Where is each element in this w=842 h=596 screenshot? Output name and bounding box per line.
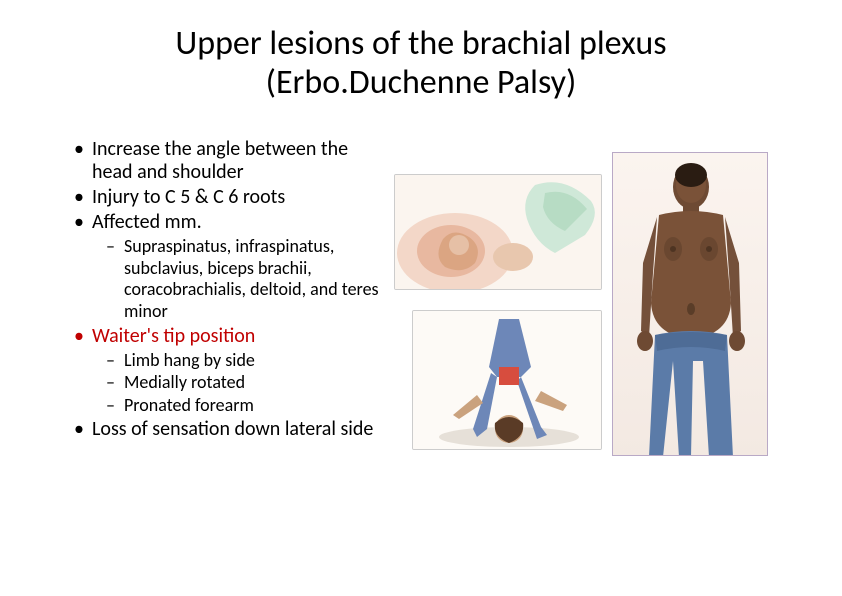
bullet-text: Injury to C 5 & C 6 roots xyxy=(92,185,285,209)
bullet-item: Affected mm. Supraspinatus, infraspinatu… xyxy=(70,211,380,322)
sub-bullet-item: Medially rotated xyxy=(102,372,380,394)
bullet-item-emphasis: Waiter's tip position Limb hang by side … xyxy=(70,325,380,417)
title-line-1: Upper lesions of the brachial plexus xyxy=(175,23,666,64)
sub-bullet-text: Limb hang by side xyxy=(124,349,255,371)
bullet-text: Waiter's tip position xyxy=(92,324,255,348)
sub-bullet-text: Pronated forearm xyxy=(124,394,254,416)
bullet-item: Increase the angle between the head and … xyxy=(70,138,380,184)
sub-bullet-item: Supraspinatus, infraspinatus, subclavius… xyxy=(102,236,380,322)
standing-man-image xyxy=(612,152,768,456)
bullet-item: Loss of sensation down lateral side xyxy=(70,418,380,441)
sub-bullet-list: Supraspinatus, infraspinatus, subclavius… xyxy=(102,236,380,322)
sub-bullet-text: Supraspinatus, infraspinatus, subclavius… xyxy=(124,235,379,322)
slide: Upper lesions of the brachial plexus (Er… xyxy=(0,0,842,596)
child-falling-image xyxy=(412,310,602,450)
sub-bullet-item: Pronated forearm xyxy=(102,395,380,417)
bullet-text: Affected mm. xyxy=(92,210,202,234)
bullet-text: Increase the angle between the head and … xyxy=(92,137,348,184)
slide-title: Upper lesions of the brachial plexus (Er… xyxy=(70,24,772,102)
text-column: Increase the angle between the head and … xyxy=(70,138,380,443)
sub-bullet-item: Limb hang by side xyxy=(102,350,380,372)
sub-bullet-list: Limb hang by side Medially rotated Prona… xyxy=(102,350,380,417)
content-row: Increase the angle between the head and … xyxy=(70,138,772,443)
childbirth-image xyxy=(394,174,602,290)
bullet-item: Injury to C 5 & C 6 roots xyxy=(70,186,380,209)
bullet-text: Loss of sensation down lateral side xyxy=(92,417,373,441)
bullet-list: Increase the angle between the head and … xyxy=(70,138,380,441)
title-line-2: (Erbo.Duchenne Palsy) xyxy=(266,62,577,103)
image-column xyxy=(394,138,772,443)
sub-bullet-text: Medially rotated xyxy=(124,371,245,393)
